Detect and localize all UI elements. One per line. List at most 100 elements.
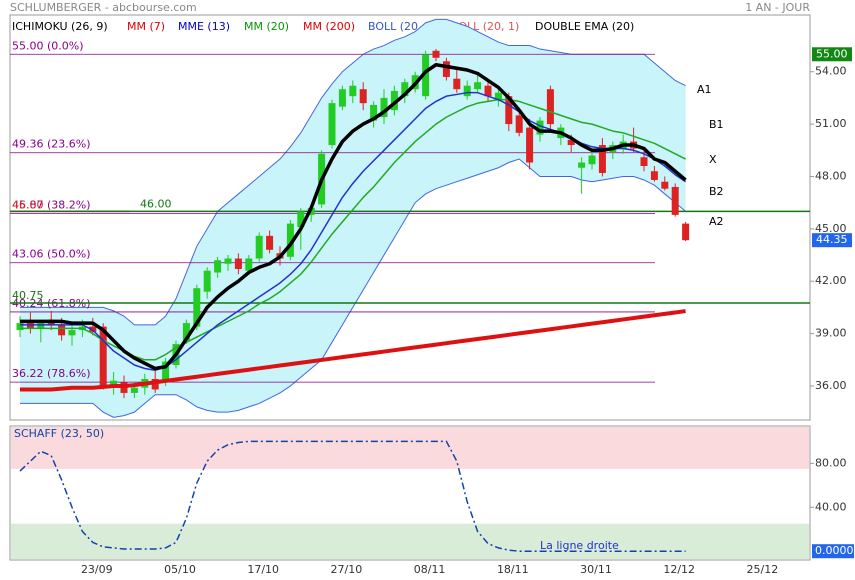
candle-body <box>494 92 502 100</box>
candle-body <box>463 85 471 97</box>
candle-body <box>526 127 534 163</box>
candle-body <box>422 54 430 97</box>
candle-body <box>68 330 76 336</box>
candle-body <box>442 61 450 77</box>
annotation: A1 <box>697 83 712 96</box>
annotation: A2 <box>709 215 724 228</box>
candle-body <box>234 258 242 269</box>
x-tick-label: 25/12 <box>747 563 779 576</box>
candle-body <box>640 157 648 167</box>
candle-body <box>453 78 461 90</box>
candle-body <box>214 260 222 273</box>
candle-body <box>26 323 34 329</box>
indicator-line <box>20 63 687 371</box>
annotation: B1 <box>709 118 724 131</box>
price-box <box>812 47 852 62</box>
legend-entry: DOUBLE EMA (20) <box>535 20 634 33</box>
candle-body <box>130 387 138 393</box>
candle-body <box>661 181 669 189</box>
x-tick-label: 18/11 <box>497 563 529 576</box>
indicator-line <box>20 309 686 392</box>
candle-body <box>58 324 66 336</box>
y-tick-label: 36.00 <box>815 379 847 392</box>
candle-body <box>286 223 294 257</box>
legend-entry: MME (13) <box>178 20 230 33</box>
candle-body <box>578 162 586 168</box>
candle-body <box>16 323 24 331</box>
legend-entry: ICHIMOKU (26, 9) <box>12 20 108 33</box>
candle-body <box>390 90 398 111</box>
candle-body <box>588 155 596 165</box>
chart-title: SCHLUMBERGER - abcbourse.com <box>10 1 197 14</box>
y-tick-label: 42.00 <box>815 274 847 287</box>
candle-body <box>255 235 263 259</box>
price-box <box>812 233 852 248</box>
level-label: 46.00 <box>140 197 172 210</box>
candle-body <box>432 50 440 58</box>
candle-body <box>99 326 107 386</box>
price-box-label: 55.00 <box>816 47 848 60</box>
legend-entry: MM (20) <box>244 20 289 33</box>
annotation: X <box>709 153 717 166</box>
candle-body <box>182 323 190 341</box>
candle-body <box>370 104 378 121</box>
candle-body <box>546 89 554 125</box>
level-label: 40.75 <box>12 289 44 302</box>
x-tick-label: 23/09 <box>81 563 113 576</box>
x-tick-label: 05/10 <box>164 563 196 576</box>
x-tick-label: 30/11 <box>580 563 612 576</box>
y-tick-label: 48.00 <box>815 169 847 182</box>
candle-body <box>349 85 357 97</box>
candle-body <box>401 82 409 97</box>
candle-body <box>328 103 336 146</box>
candle-body <box>598 145 606 173</box>
overbought-zone <box>11 427 809 469</box>
candle-body <box>474 82 482 90</box>
candle-body <box>650 171 658 180</box>
candle-body <box>380 97 388 118</box>
candle-body <box>515 115 523 133</box>
x-tick-label: 12/12 <box>663 563 695 576</box>
fib-label: 36.22 (78.6%) <box>12 367 91 380</box>
candle-body <box>484 85 492 97</box>
candle-body <box>245 258 253 271</box>
candle-body <box>89 326 97 332</box>
candle-body <box>203 270 211 292</box>
red-level-label: 46.00 <box>12 198 44 211</box>
candle-body <box>671 186 679 215</box>
price-box-label: 44.35 <box>816 233 848 246</box>
y-tick-label: 54.00 <box>815 65 847 78</box>
y-tick-label: 39.00 <box>815 327 847 340</box>
fib-label: 43.06 (50.0%) <box>12 248 91 261</box>
candle-body <box>567 139 575 146</box>
oversold-zone <box>11 523 809 559</box>
candle-body <box>297 211 305 228</box>
fib-label: 45.87 (38.2%) <box>12 199 91 212</box>
schaff-current-box <box>812 544 854 559</box>
x-tick-label: 08/11 <box>414 563 446 576</box>
candle-body <box>682 223 690 241</box>
candle-body <box>224 258 232 264</box>
annotation: B2 <box>709 185 724 198</box>
period: 1 AN - JOUR <box>745 1 810 14</box>
candle-body <box>110 380 118 386</box>
y-tick-label: 45.00 <box>815 222 847 235</box>
band-lower <box>20 158 686 418</box>
candle-body <box>536 120 544 135</box>
legend-entry: MM (200) <box>303 20 355 33</box>
candle-body <box>338 89 346 107</box>
schaff-annotation: La ligne droite <box>540 539 619 552</box>
y-tick-label: 51.00 <box>815 117 847 130</box>
schaff-tick-label: 80.00 <box>815 456 847 469</box>
schaff-name: SCHAFF (23, 50) <box>14 427 104 440</box>
candle-body <box>505 96 513 125</box>
candle-body <box>359 89 367 104</box>
x-tick-label: 27/10 <box>331 563 363 576</box>
candle-body <box>162 361 170 383</box>
candle-body <box>266 235 274 250</box>
schaff-current-label: 0.0000 <box>815 544 854 557</box>
fib-label: 49.36 (23.6%) <box>12 138 91 151</box>
fib-label: 55.00 (0.0%) <box>12 39 84 52</box>
schaff-line <box>19 440 686 552</box>
